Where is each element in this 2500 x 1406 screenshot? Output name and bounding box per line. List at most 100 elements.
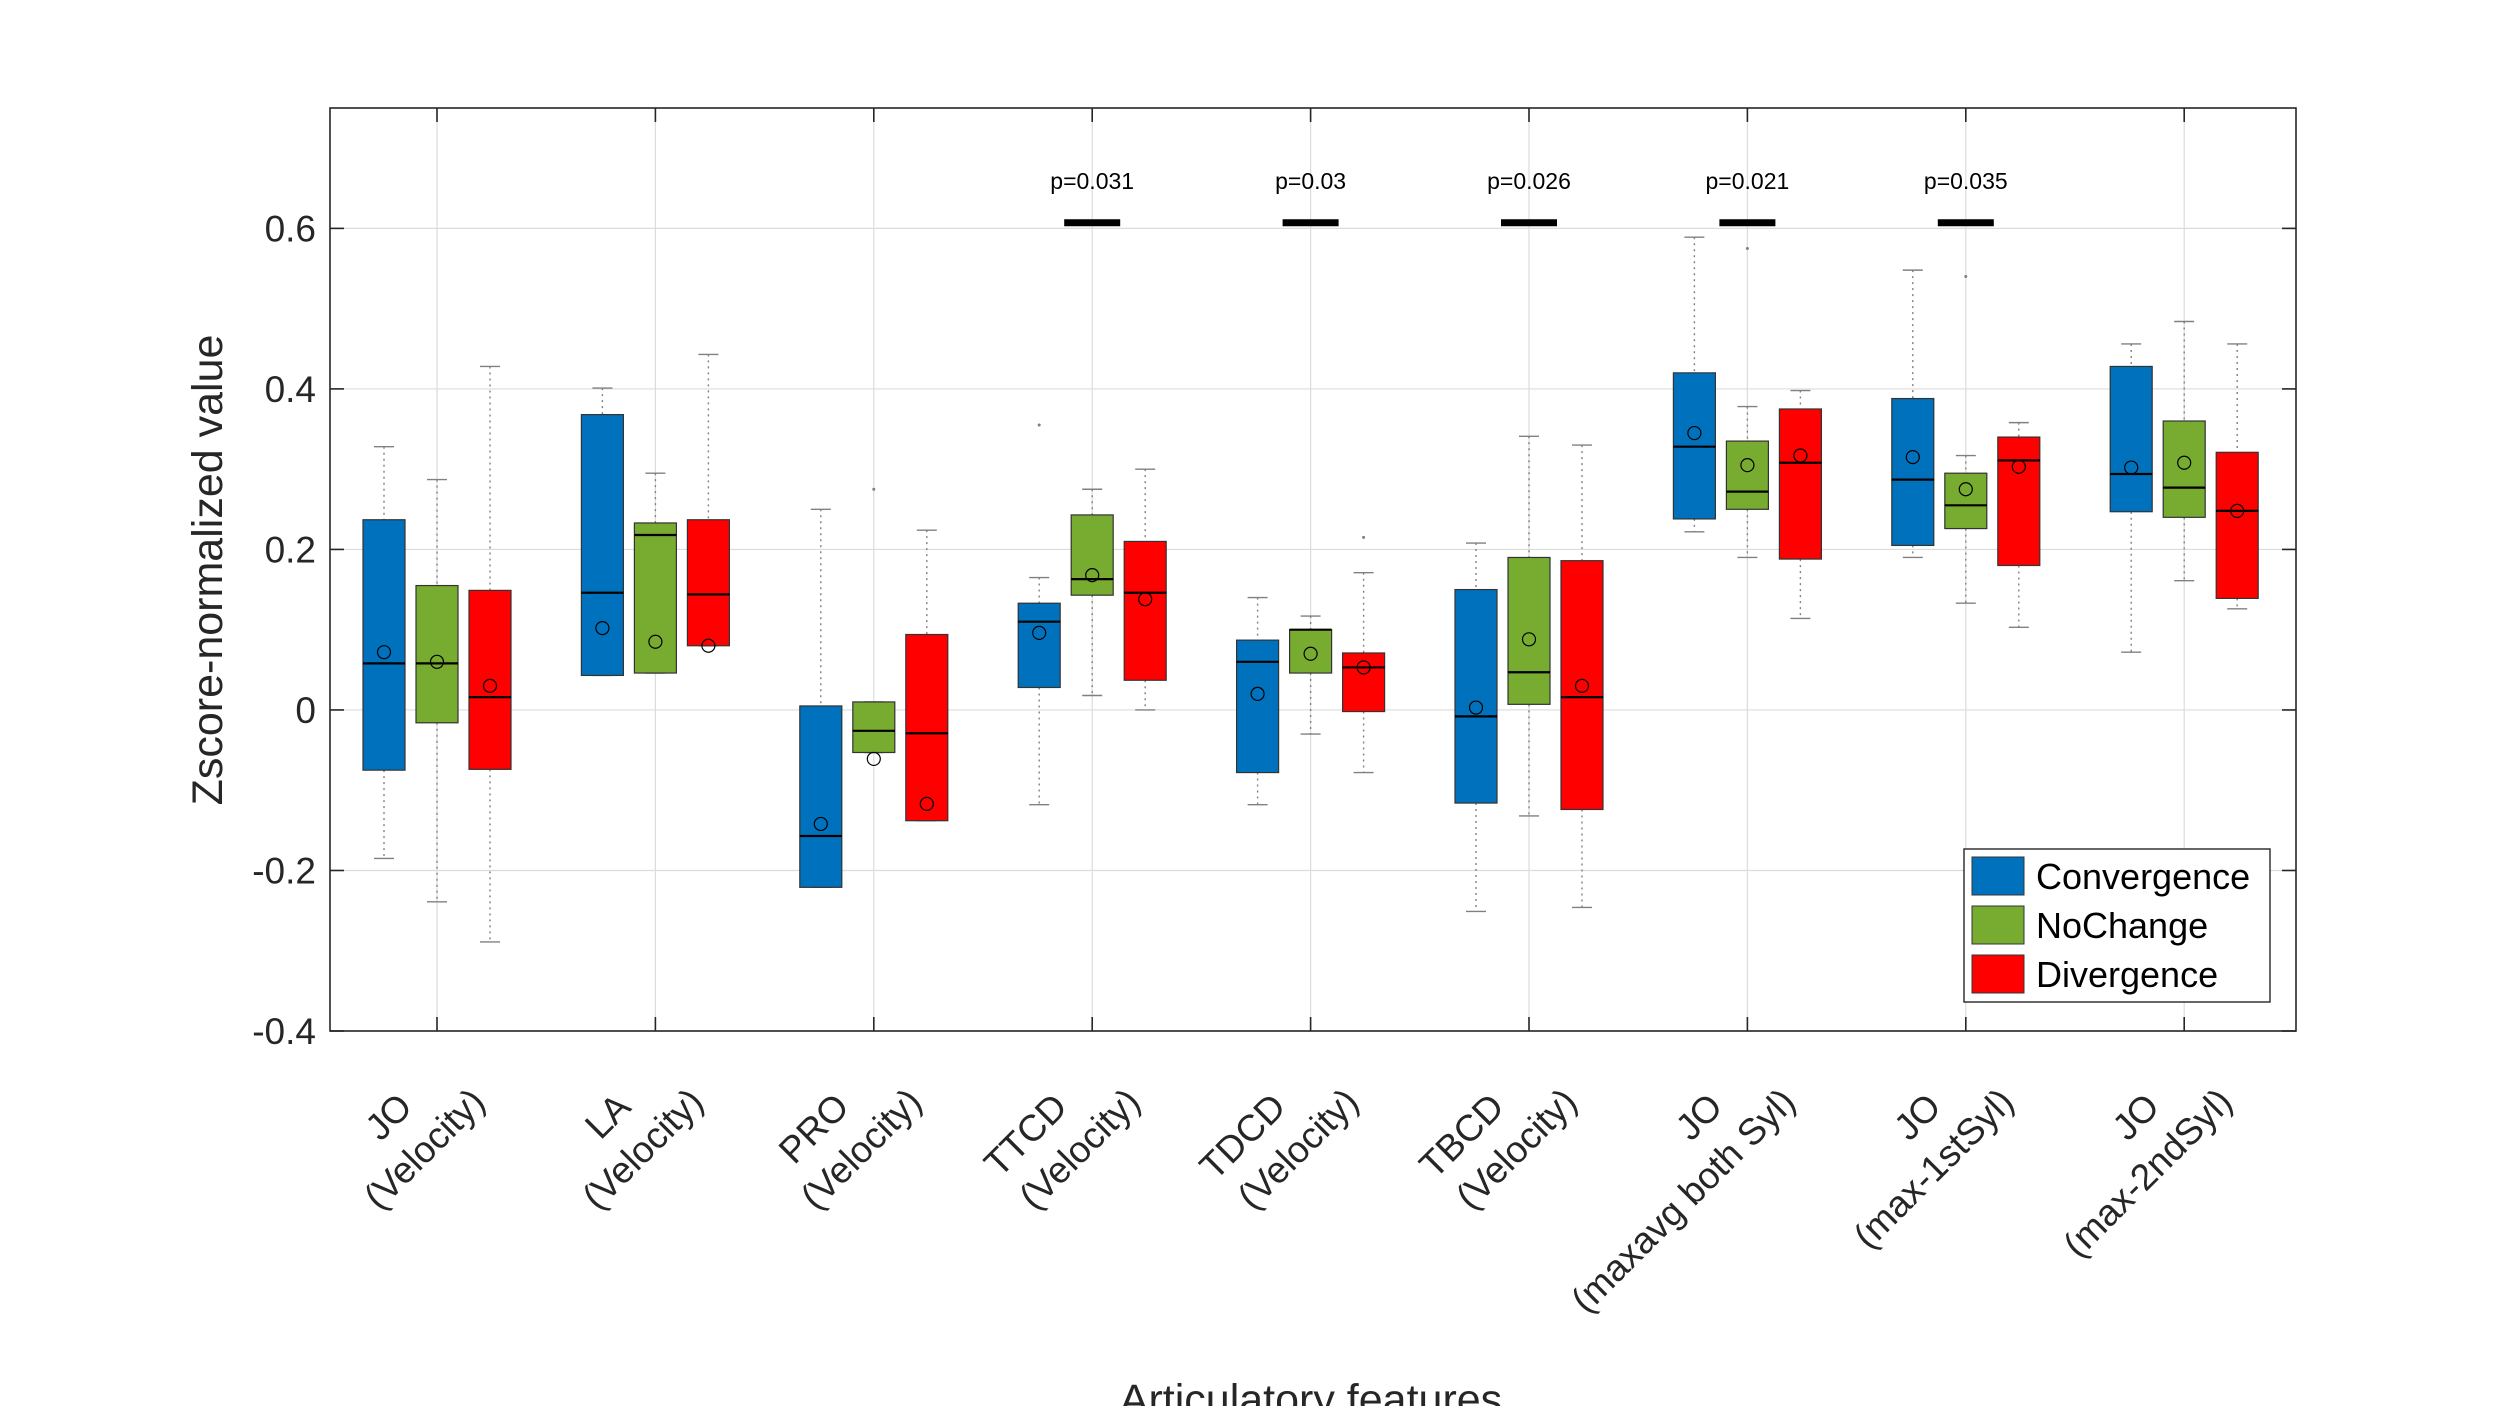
p-value-label: p=0.03	[1275, 168, 1346, 194]
box-nochange	[1725, 405, 1770, 559]
box-iqr	[1778, 408, 1823, 560]
box-divergence	[2215, 343, 2259, 610]
mean-marker	[866, 751, 881, 767]
mean-marker	[595, 620, 610, 636]
mean-marker	[1958, 482, 1973, 497]
legend-swatch	[1971, 856, 2025, 896]
mean-marker	[1740, 458, 1755, 473]
box-convergence	[1235, 596, 1280, 806]
box-convergence	[1017, 576, 1061, 806]
x-axis-label: Articulatory features	[1120, 1376, 1502, 1406]
box-iqr	[1507, 556, 1551, 705]
mean-marker	[1250, 686, 1265, 702]
box-iqr	[2109, 365, 2153, 513]
box-divergence	[686, 353, 731, 653]
p-value-label: p=0.021	[1706, 168, 1790, 194]
box-divergence	[1778, 389, 1823, 620]
y-tick-label: 0.4	[265, 369, 316, 410]
box-divergence	[1997, 421, 2041, 628]
significance-annotations: p=0.031 p=0.03 p=0.026 p=0.021 p=0.035	[1050, 168, 2008, 227]
box-iqr	[1070, 514, 1114, 596]
mean-marker	[1521, 632, 1537, 647]
mean-marker	[2177, 455, 2192, 470]
box-iqr	[1454, 588, 1498, 804]
box-nochange	[1944, 454, 1988, 604]
box-convergence	[1454, 542, 1498, 913]
box-convergence	[799, 508, 843, 889]
mean-marker	[429, 654, 445, 669]
mean-marker	[1303, 646, 1318, 661]
p-value-label: p=0.031	[1050, 168, 1134, 194]
x-tick-label: TBCD(Velocity)	[1412, 1081, 1585, 1218]
y-tick-label: -0.2	[252, 850, 316, 891]
plot-data	[362, 236, 2259, 943]
plot-area-frame	[329, 107, 2297, 1032]
y-tick-label: 0.2	[265, 529, 316, 570]
box-iqr	[1725, 440, 1770, 510]
box-iqr	[686, 519, 731, 647]
mean-marker	[813, 816, 828, 832]
mean-marker	[1574, 678, 1590, 693]
box-iqr	[2215, 451, 2259, 599]
mean-marker	[648, 634, 663, 649]
x-tick-label: JO(Velocity)	[356, 1081, 493, 1218]
box-nochange	[1507, 435, 1551, 817]
legend-label: Convergence	[2036, 856, 2250, 897]
mean-marker	[1032, 625, 1047, 641]
x-tick-label: JO(max-2ndSyl)	[2055, 1081, 2240, 1266]
box-nochange	[415, 478, 459, 903]
box-convergence	[362, 446, 406, 860]
box-iqr	[580, 413, 625, 677]
outlier-point	[1362, 535, 1366, 539]
mean-marker	[1085, 568, 1100, 583]
mean-marker	[2230, 503, 2245, 519]
legend-label: Divergence	[2036, 954, 2218, 995]
outlier-point	[872, 487, 876, 491]
box-nochange	[1288, 615, 1333, 735]
box-iqr	[905, 633, 949, 822]
outlier-point	[1745, 246, 1749, 250]
legend-label: NoChange	[2036, 905, 2208, 946]
x-axis-ticks: JO(Velocity) LA(Velocity) PRO(Velocity) TTC…	[356, 108, 2240, 1321]
p-value-label: p=0.035	[1924, 168, 2008, 194]
box-convergence	[1891, 269, 1935, 559]
mean-marker	[1793, 448, 1808, 463]
box-nochange	[1070, 488, 1114, 697]
mean-marker	[376, 645, 392, 660]
legend: Convergence NoChange Divergence	[1963, 848, 2271, 1003]
box-convergence	[2109, 343, 2153, 653]
y-tick-label: 0	[295, 690, 316, 731]
box-nochange	[633, 472, 678, 674]
x-tick-label: LA(Velocity)	[574, 1081, 711, 1218]
box-divergence	[1560, 444, 1604, 909]
x-tick-label: PRO(Velocity)	[771, 1081, 930, 1218]
y-tick-label: 0.6	[265, 208, 316, 249]
box-convergence	[1672, 236, 1717, 533]
outlier-point	[1037, 423, 1041, 427]
p-value-label: p=0.026	[1487, 168, 1571, 194]
box-iqr	[468, 589, 512, 770]
mean-marker	[1905, 450, 1920, 465]
box-divergence	[1123, 468, 1167, 711]
box-iqr	[633, 522, 678, 674]
box-convergence	[580, 387, 625, 677]
box-divergence	[1341, 572, 1386, 774]
mean-marker	[1356, 660, 1371, 675]
mean-marker	[701, 638, 716, 653]
outlier-point	[1964, 275, 1968, 279]
legend-swatch	[1971, 905, 2025, 945]
box-divergence	[468, 365, 512, 943]
box-iqr	[1235, 639, 1280, 774]
mean-marker	[2124, 460, 2139, 475]
box-iqr	[852, 701, 896, 754]
box-iqr	[1560, 560, 1604, 811]
mean-marker	[482, 678, 498, 693]
box-iqr	[1341, 652, 1386, 713]
mean-marker	[1468, 700, 1484, 715]
box-iqr	[1017, 602, 1061, 689]
legend-swatch	[1971, 954, 2025, 994]
x-tick-label: JO(maxavg both Syl)	[1563, 1081, 1803, 1321]
x-tick-label: TTCD(Velocity)	[976, 1081, 1148, 1218]
mean-marker	[1138, 592, 1153, 607]
